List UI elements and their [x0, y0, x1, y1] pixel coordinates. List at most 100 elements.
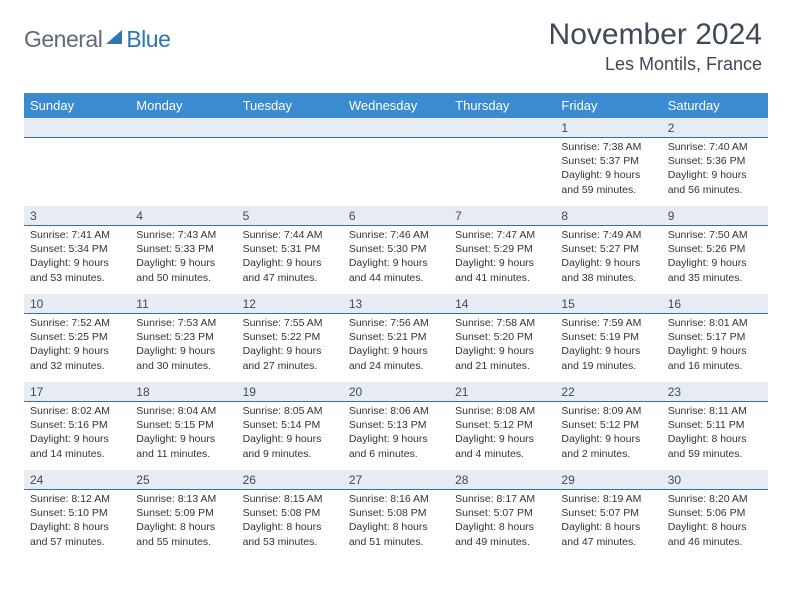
detail-line: Daylight: 9 hours — [455, 344, 549, 358]
detail-line: Daylight: 9 hours — [349, 432, 443, 446]
detail-line: Sunset: 5:29 PM — [455, 242, 549, 256]
detail-line: Sunset: 5:34 PM — [30, 242, 124, 256]
detail-line: and 57 minutes. — [30, 535, 124, 549]
day-number: 27 — [343, 470, 449, 490]
triangle-shape — [106, 30, 122, 44]
day-details: Sunrise: 8:13 AMSunset: 5:09 PMDaylight:… — [130, 490, 236, 553]
detail-line: Sunset: 5:36 PM — [668, 154, 762, 168]
detail-line: Sunrise: 8:04 AM — [136, 404, 230, 418]
detail-line: Sunset: 5:23 PM — [136, 330, 230, 344]
calendar-week-row: 1Sunrise: 7:38 AMSunset: 5:37 PMDaylight… — [24, 118, 768, 206]
calendar-cell: 6Sunrise: 7:46 AMSunset: 5:30 PMDaylight… — [343, 206, 449, 294]
detail-line: and 14 minutes. — [30, 447, 124, 461]
detail-line: Sunset: 5:19 PM — [561, 330, 655, 344]
day-number — [343, 118, 449, 138]
detail-line: Sunrise: 8:05 AM — [243, 404, 337, 418]
day-number: 10 — [24, 294, 130, 314]
day-number: 17 — [24, 382, 130, 402]
day-number — [237, 118, 343, 138]
day-details: Sunrise: 8:01 AMSunset: 5:17 PMDaylight:… — [662, 314, 768, 377]
detail-line: Sunset: 5:14 PM — [243, 418, 337, 432]
detail-line: Daylight: 9 hours — [349, 344, 443, 358]
calendar-cell: 10Sunrise: 7:52 AMSunset: 5:25 PMDayligh… — [24, 294, 130, 382]
detail-line: Sunset: 5:12 PM — [561, 418, 655, 432]
detail-line: and 30 minutes. — [136, 359, 230, 373]
calendar-week-row: 3Sunrise: 7:41 AMSunset: 5:34 PMDaylight… — [24, 206, 768, 294]
detail-line: and 44 minutes. — [349, 271, 443, 285]
day-details — [343, 138, 449, 144]
detail-line: Daylight: 9 hours — [561, 432, 655, 446]
weekday-header: Wednesday — [343, 93, 449, 118]
day-details: Sunrise: 8:09 AMSunset: 5:12 PMDaylight:… — [555, 402, 661, 465]
detail-line: Daylight: 9 hours — [136, 256, 230, 270]
calendar-cell: 17Sunrise: 8:02 AMSunset: 5:16 PMDayligh… — [24, 382, 130, 470]
month-title: November 2024 — [549, 18, 762, 52]
detail-line: Sunrise: 7:53 AM — [136, 316, 230, 330]
day-details: Sunrise: 7:41 AMSunset: 5:34 PMDaylight:… — [24, 226, 130, 289]
detail-line: Sunrise: 8:08 AM — [455, 404, 549, 418]
day-number: 26 — [237, 470, 343, 490]
calendar-cell: 27Sunrise: 8:16 AMSunset: 5:08 PMDayligh… — [343, 470, 449, 558]
detail-line: Sunset: 5:26 PM — [668, 242, 762, 256]
detail-line: and 53 minutes. — [243, 535, 337, 549]
detail-line: and 56 minutes. — [668, 183, 762, 197]
brand-text-1: General — [24, 26, 102, 53]
calendar-cell: 24Sunrise: 8:12 AMSunset: 5:10 PMDayligh… — [24, 470, 130, 558]
detail-line: Daylight: 9 hours — [668, 256, 762, 270]
day-details: Sunrise: 7:55 AMSunset: 5:22 PMDaylight:… — [237, 314, 343, 377]
day-details: Sunrise: 8:06 AMSunset: 5:13 PMDaylight:… — [343, 402, 449, 465]
detail-line: Daylight: 9 hours — [136, 344, 230, 358]
day-number: 21 — [449, 382, 555, 402]
detail-line: and 35 minutes. — [668, 271, 762, 285]
detail-line: Sunset: 5:11 PM — [668, 418, 762, 432]
day-number: 13 — [343, 294, 449, 314]
calendar-cell: 3Sunrise: 7:41 AMSunset: 5:34 PMDaylight… — [24, 206, 130, 294]
calendar-body: 1Sunrise: 7:38 AMSunset: 5:37 PMDaylight… — [24, 118, 768, 558]
detail-line: Sunrise: 8:02 AM — [30, 404, 124, 418]
detail-line: Daylight: 9 hours — [455, 432, 549, 446]
detail-line: Daylight: 8 hours — [349, 520, 443, 534]
weekday-header: Monday — [130, 93, 236, 118]
detail-line: Daylight: 8 hours — [668, 432, 762, 446]
calendar-cell — [449, 118, 555, 206]
detail-line: Sunset: 5:07 PM — [455, 506, 549, 520]
detail-line: and 51 minutes. — [349, 535, 443, 549]
weekday-header: Saturday — [662, 93, 768, 118]
detail-line: Sunrise: 8:17 AM — [455, 492, 549, 506]
day-number: 29 — [555, 470, 661, 490]
calendar-table: SundayMondayTuesdayWednesdayThursdayFrid… — [24, 93, 768, 558]
detail-line: and 38 minutes. — [561, 271, 655, 285]
detail-line: Sunset: 5:09 PM — [136, 506, 230, 520]
weekday-header: Thursday — [449, 93, 555, 118]
day-details: Sunrise: 8:02 AMSunset: 5:16 PMDaylight:… — [24, 402, 130, 465]
day-details: Sunrise: 7:38 AMSunset: 5:37 PMDaylight:… — [555, 138, 661, 201]
calendar-cell — [24, 118, 130, 206]
day-number: 8 — [555, 206, 661, 226]
calendar-cell: 21Sunrise: 8:08 AMSunset: 5:12 PMDayligh… — [449, 382, 555, 470]
calendar-cell: 28Sunrise: 8:17 AMSunset: 5:07 PMDayligh… — [449, 470, 555, 558]
detail-line: and 24 minutes. — [349, 359, 443, 373]
detail-line: Sunset: 5:27 PM — [561, 242, 655, 256]
detail-line: Sunset: 5:22 PM — [243, 330, 337, 344]
day-details: Sunrise: 8:20 AMSunset: 5:06 PMDaylight:… — [662, 490, 768, 553]
detail-line: Daylight: 9 hours — [30, 256, 124, 270]
detail-line: Sunrise: 7:59 AM — [561, 316, 655, 330]
calendar-cell: 4Sunrise: 7:43 AMSunset: 5:33 PMDaylight… — [130, 206, 236, 294]
calendar-cell: 2Sunrise: 7:40 AMSunset: 5:36 PMDaylight… — [662, 118, 768, 206]
detail-line: Daylight: 8 hours — [668, 520, 762, 534]
calendar-week-row: 17Sunrise: 8:02 AMSunset: 5:16 PMDayligh… — [24, 382, 768, 470]
detail-line: Sunrise: 7:55 AM — [243, 316, 337, 330]
day-details: Sunrise: 7:58 AMSunset: 5:20 PMDaylight:… — [449, 314, 555, 377]
detail-line: and 47 minutes. — [243, 271, 337, 285]
day-number: 24 — [24, 470, 130, 490]
calendar-cell: 13Sunrise: 7:56 AMSunset: 5:21 PMDayligh… — [343, 294, 449, 382]
title-block: November 2024 Les Montils, France — [549, 18, 768, 75]
day-details: Sunrise: 7:40 AMSunset: 5:36 PMDaylight:… — [662, 138, 768, 201]
day-details: Sunrise: 7:47 AMSunset: 5:29 PMDaylight:… — [449, 226, 555, 289]
day-details: Sunrise: 8:12 AMSunset: 5:10 PMDaylight:… — [24, 490, 130, 553]
detail-line: Sunset: 5:25 PM — [30, 330, 124, 344]
calendar-cell: 29Sunrise: 8:19 AMSunset: 5:07 PMDayligh… — [555, 470, 661, 558]
detail-line: Daylight: 9 hours — [455, 256, 549, 270]
day-details: Sunrise: 7:53 AMSunset: 5:23 PMDaylight:… — [130, 314, 236, 377]
detail-line: Daylight: 8 hours — [136, 520, 230, 534]
